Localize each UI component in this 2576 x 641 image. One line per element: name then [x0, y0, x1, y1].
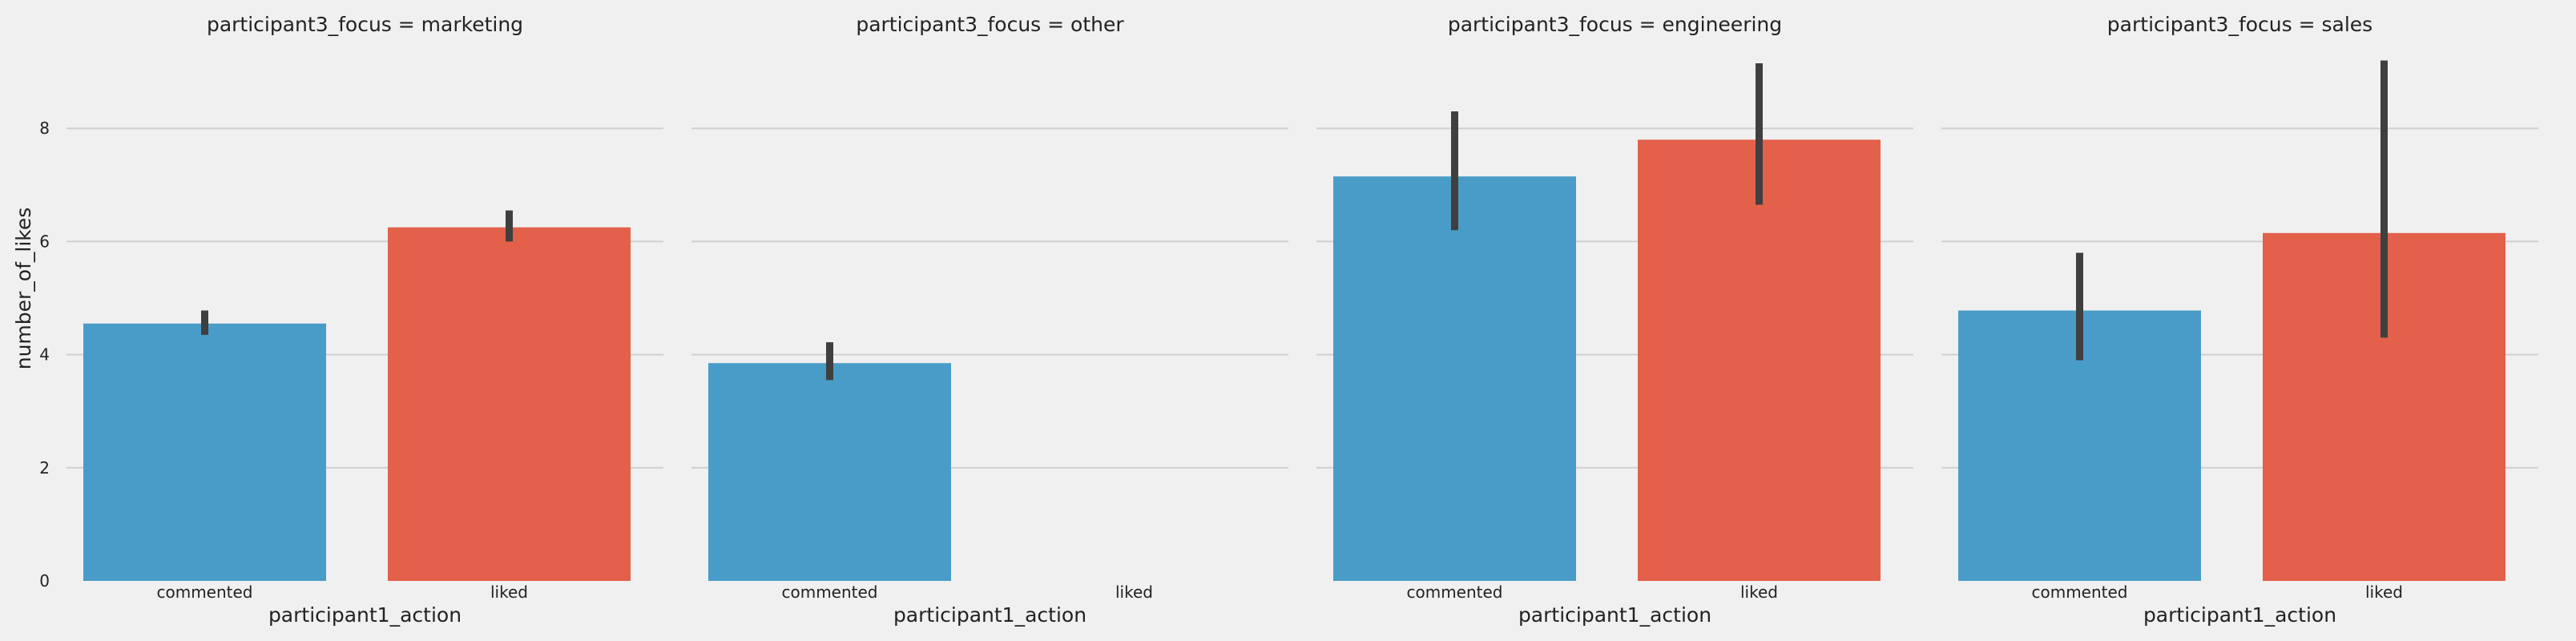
x-axis-label: participant1_action: [2143, 603, 2336, 627]
bar-liked: [388, 227, 631, 581]
x-tick-label: liked: [490, 583, 528, 602]
y-axis-label: number_of_likes: [12, 208, 35, 370]
bar-commented: [708, 363, 951, 581]
panel-title: participant3_focus = engineering: [1448, 13, 1782, 36]
x-tick-label: commented: [2031, 583, 2127, 602]
x-tick-label: liked: [1740, 583, 1778, 602]
x-tick-label: liked: [1115, 583, 1153, 602]
x-tick-label: commented: [781, 583, 877, 602]
y-tick-label: 6: [39, 232, 50, 251]
y-tick-label: 8: [39, 119, 50, 138]
x-tick-label: commented: [1406, 583, 1502, 602]
y-tick-label: 2: [39, 458, 50, 478]
x-axis-label: participant1_action: [1518, 603, 1711, 627]
panel-title: participant3_focus = other: [856, 13, 1124, 36]
x-axis-label: participant1_action: [268, 603, 462, 627]
bar-commented: [1333, 176, 1576, 581]
bar-liked: [1638, 139, 1881, 581]
panel-title: participant3_focus = marketing: [207, 13, 523, 36]
y-tick-label: 4: [39, 345, 50, 365]
panel-title: participant3_focus = sales: [2107, 13, 2372, 36]
x-tick-label: commented: [156, 583, 252, 602]
bar-commented: [83, 323, 326, 581]
x-tick-label: liked: [2365, 583, 2403, 602]
y-tick-label: 0: [39, 571, 50, 591]
x-axis-label: participant1_action: [893, 603, 1086, 627]
